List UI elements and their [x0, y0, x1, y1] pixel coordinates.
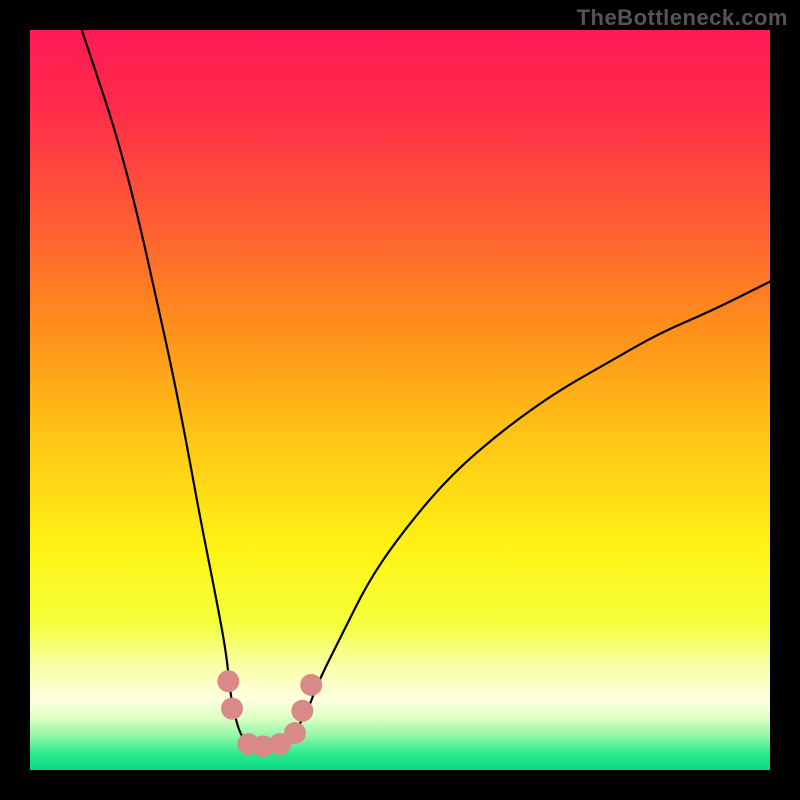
data-marker	[284, 722, 306, 744]
data-marker	[221, 698, 243, 720]
chart-frame: TheBottleneck.com	[0, 0, 800, 800]
plot-area	[30, 30, 770, 770]
bottleneck-curve	[82, 30, 770, 747]
watermark-text: TheBottleneck.com	[577, 5, 788, 31]
data-marker	[291, 700, 313, 722]
data-marker	[300, 674, 322, 696]
data-marker	[217, 670, 239, 692]
plot-svg	[30, 30, 770, 770]
